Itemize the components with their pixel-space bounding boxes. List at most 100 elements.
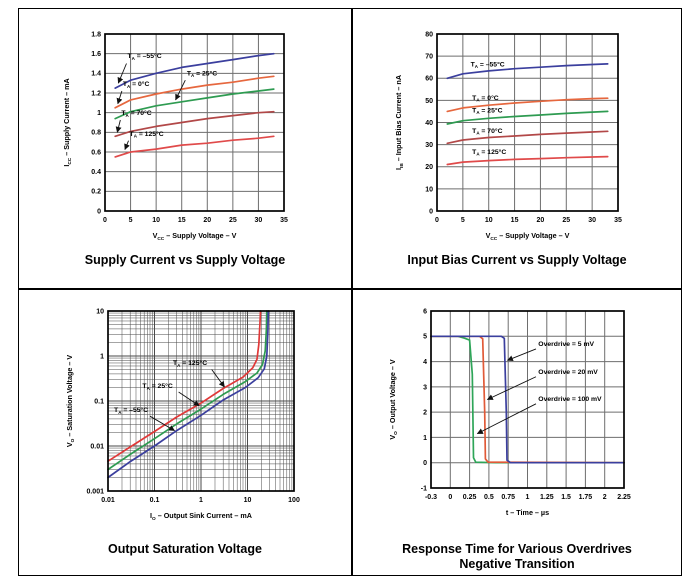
y-tick-label: 1.4 xyxy=(91,71,101,78)
x-tick-label: 20 xyxy=(537,217,545,224)
y-tick-label: 4 xyxy=(423,359,427,366)
annotation-label: TA = 0°C xyxy=(123,80,150,89)
series-line xyxy=(446,130,609,145)
y-tick-label: 0.1 xyxy=(94,398,104,405)
series-line xyxy=(114,135,275,158)
y-tick-label: 60 xyxy=(425,76,433,83)
y-tick-label: 70 xyxy=(425,54,433,61)
plot-frame xyxy=(104,33,285,212)
x-tick-label: 5 xyxy=(129,217,133,224)
y-tick-label: 0.001 xyxy=(86,488,104,495)
annotation-label: TA = 125°C xyxy=(472,148,506,157)
figure-frame: 0 5 10 15 20 25 30 35 0 0.2 0.4 0.6 0.8 1 1.2 1.4 1.6 1.8… xyxy=(18,8,682,576)
annotation-arrow xyxy=(476,403,537,435)
figure-cell-supply-current: 0 5 10 15 20 25 30 35 0 0.2 0.4 0.6 0.8 1 1.2 1.4 1.6 1.8… xyxy=(19,9,351,288)
annotation-arrow xyxy=(149,415,175,431)
y-tick-label: 1.2 xyxy=(91,90,101,97)
chart-title-response-time-line2: Negative Transition xyxy=(459,556,575,571)
annotation-arrow xyxy=(486,376,537,400)
annotation-label: TA = 25°C xyxy=(142,382,172,391)
series-line xyxy=(446,63,609,80)
annotation-arrow xyxy=(178,391,200,407)
annotation-arrow xyxy=(117,63,127,84)
annotation-label: TA = –55°C xyxy=(128,52,162,61)
chart-title-input-bias: Input Bias Current vs Supply Voltage xyxy=(407,253,627,267)
y-tick-label: 10 xyxy=(425,186,433,193)
y-tick-label: 1 xyxy=(97,110,101,117)
x-tick-label: 10 xyxy=(244,497,252,504)
x-tick-label: 30 xyxy=(588,217,596,224)
annotation-label: Overdrive = 5 mV xyxy=(538,341,594,348)
annotation-label: TA = 0°C xyxy=(472,94,499,103)
x-tick-label: 35 xyxy=(614,217,622,224)
series-line xyxy=(107,310,262,463)
x-tick-label: 10 xyxy=(485,217,493,224)
x-tick-label: 35 xyxy=(280,217,288,224)
figure-cell-output-saturation: 0.01 0.1 1 10 100 0.001 0.01 0.1 1 10 IO – Output … xyxy=(19,290,351,575)
y-tick-label: 0.4 xyxy=(91,169,101,176)
x-tick-label: 25 xyxy=(562,217,570,224)
x-tick-label: 0.25 xyxy=(463,494,477,501)
figure-cell-response-time: -0.3 0 0.25 0.5 0.75 1 1.25 1.5 1.75 2 2.25 -1 0 1 2 3 4… xyxy=(353,290,681,575)
x-tick-label: 15 xyxy=(511,217,519,224)
y-tick-label: 1.6 xyxy=(91,51,101,58)
y-axis-title: IIB – Input Bias Current – nA xyxy=(394,75,405,170)
series-line xyxy=(430,335,625,464)
annotation-arrow xyxy=(116,90,123,105)
annotation-label: TA = –55°C xyxy=(471,60,505,69)
series-line xyxy=(107,310,270,479)
annotation-label: TA = 125°C xyxy=(173,359,207,368)
y-axis-title: ICC – Supply Current – mA xyxy=(62,78,73,166)
plot-frame xyxy=(430,310,625,489)
annotation-label: Overdrive = 100 mV xyxy=(538,396,602,403)
annotation-label: TA = 125°C xyxy=(130,130,164,139)
y-tick-label: -1 xyxy=(421,485,427,492)
y-tick-label: 0 xyxy=(429,208,433,215)
annotation-arrow xyxy=(211,369,225,388)
x-tick-label: 1.25 xyxy=(540,494,554,501)
x-tick-label: 5 xyxy=(461,217,465,224)
annotation-label: TA = 70°C xyxy=(121,109,151,118)
x-tick-label: 100 xyxy=(288,497,300,504)
x-tick-label: 1.5 xyxy=(561,494,571,501)
column-divider xyxy=(351,9,353,575)
x-tick-label: 0 xyxy=(448,494,452,501)
x-tick-label: 1 xyxy=(199,497,203,504)
series-line xyxy=(114,110,275,138)
x-axis-title: VCC – Supply Voltage – V xyxy=(486,231,570,242)
y-tick-label: 0.01 xyxy=(90,443,104,450)
annotation-label: TA = 25°C xyxy=(472,106,502,115)
y-tick-label: 1 xyxy=(100,353,104,360)
y-tick-label: 1.8 xyxy=(91,31,101,38)
supply-current-chart: 0 5 10 15 20 25 30 35 0 0.2 0.4 0.6 0.8 1 1.2 1.4 1.6 1.8… xyxy=(62,31,288,242)
y-tick-label: 5 xyxy=(423,334,427,341)
y-tick-label: 0.6 xyxy=(91,149,101,156)
x-tick-label: -0.3 xyxy=(425,494,437,501)
response-time-chart: -0.3 0 0.25 0.5 0.75 1 1.25 1.5 1.75 2 2.25 -1 0 1 2 3 4… xyxy=(388,308,631,517)
series-line xyxy=(446,97,609,113)
y-tick-label: 0 xyxy=(423,460,427,467)
y-tick-label: 30 xyxy=(425,142,433,149)
y-tick-label: 1 xyxy=(423,435,427,442)
x-tick-label: 0.5 xyxy=(484,494,494,501)
x-tick-label: 20 xyxy=(203,217,211,224)
chart-title-response-time: Response Time for Various Overdrives xyxy=(402,542,632,556)
figure-cell-input-bias: 0 5 10 15 20 25 30 35 0 10 20 30 40 50 60 70 80 VCC – Sup… xyxy=(353,9,681,288)
chart-title-output-saturation: Output Saturation Voltage xyxy=(108,542,262,556)
series-line xyxy=(114,75,275,109)
annotation-arrow xyxy=(506,348,537,362)
y-tick-label: 6 xyxy=(423,308,427,315)
y-tick-label: 80 xyxy=(425,31,433,38)
y-tick-label: 2 xyxy=(423,410,427,417)
series-line xyxy=(446,155,609,166)
x-axis-title: VCC – Supply Voltage – V xyxy=(153,231,237,242)
x-tick-label: 25 xyxy=(229,217,237,224)
x-tick-label: 1.75 xyxy=(579,494,593,501)
annotation-label: Overdrive = 20 mV xyxy=(538,369,598,376)
plot-frame xyxy=(436,33,619,212)
x-tick-label: 2 xyxy=(603,494,607,501)
x-axis-title: IO – Output Sink Current – mA xyxy=(150,511,252,522)
x-tick-label: 30 xyxy=(255,217,263,224)
series-line xyxy=(107,310,268,471)
y-tick-label: 20 xyxy=(425,164,433,171)
